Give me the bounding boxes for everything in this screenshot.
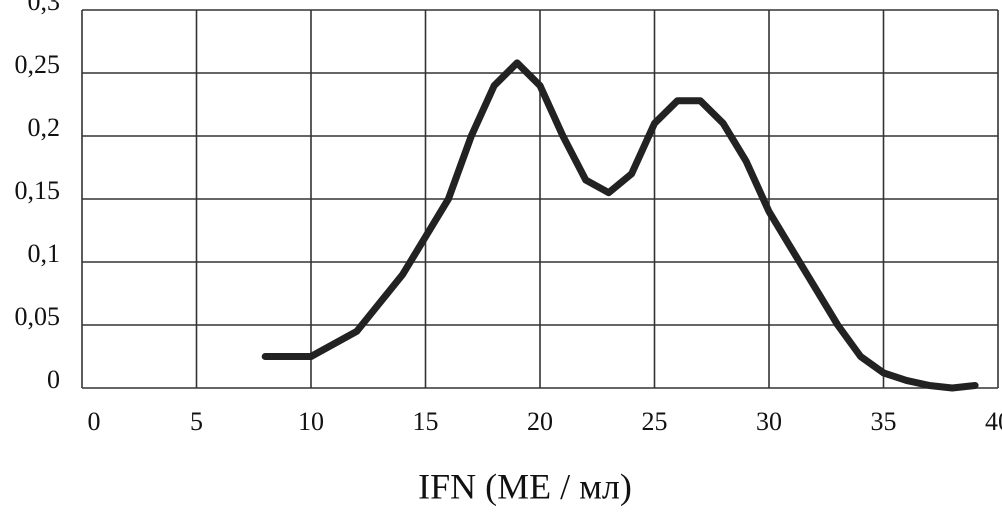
y-tick-label: 0 bbox=[47, 365, 60, 394]
data-line bbox=[261, 59, 979, 392]
y-tick-label: 0,2 bbox=[28, 113, 61, 142]
x-tick-label: 5 bbox=[190, 407, 203, 436]
y-tick-label: 0,1 bbox=[28, 239, 61, 268]
y-tick-label: 0,05 bbox=[15, 302, 61, 331]
x-axis-label: IFN (МЕ / мл) bbox=[418, 466, 632, 506]
x-tick-label: 25 bbox=[642, 407, 668, 436]
y-tick-label: 0,25 bbox=[15, 50, 61, 79]
x-tick-label: 10 bbox=[298, 407, 324, 436]
x-tick-label: 0 bbox=[88, 407, 101, 436]
x-tick-label: 15 bbox=[413, 407, 439, 436]
x-tick-label: 20 bbox=[527, 407, 553, 436]
x-tick-label: 35 bbox=[871, 407, 897, 436]
y-tick-label: 0,15 bbox=[15, 176, 61, 205]
x-tick-label: 40 bbox=[985, 407, 1002, 436]
x-tick-label: 30 bbox=[756, 407, 782, 436]
y-tick-label: 0,3 bbox=[28, 0, 61, 16]
